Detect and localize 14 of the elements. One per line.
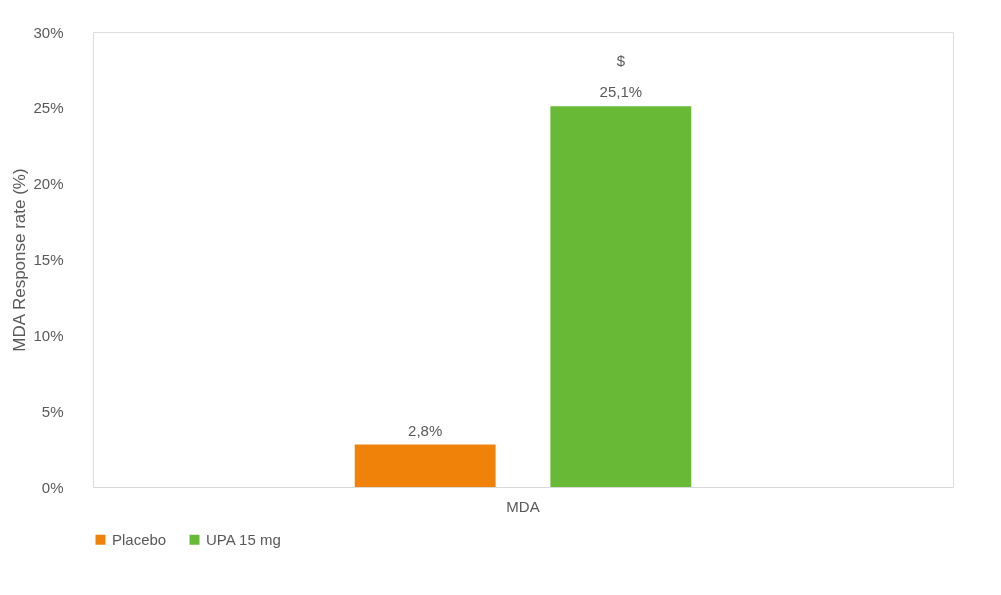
data-label: 25,1% [599, 83, 643, 101]
legend-label: Placebo [112, 530, 167, 548]
y-axis-title: MDA Response rate (%) [10, 168, 30, 352]
annotation: $ [616, 52, 626, 70]
x-tick-label: MDA [506, 497, 540, 515]
y-tick-label: 0% [41, 478, 64, 496]
y-tick-label: 15% [33, 251, 64, 268]
data-label: 2,8% [408, 421, 443, 439]
y-tick-label: 20% [33, 175, 64, 193]
y-tick-label: 10% [33, 326, 64, 344]
legend-label: UPA 15 mg [206, 530, 281, 548]
y-tick-label: 30% [33, 23, 64, 41]
y-tick-label: 5% [41, 402, 64, 420]
y-tick-label: 25% [33, 99, 64, 117]
